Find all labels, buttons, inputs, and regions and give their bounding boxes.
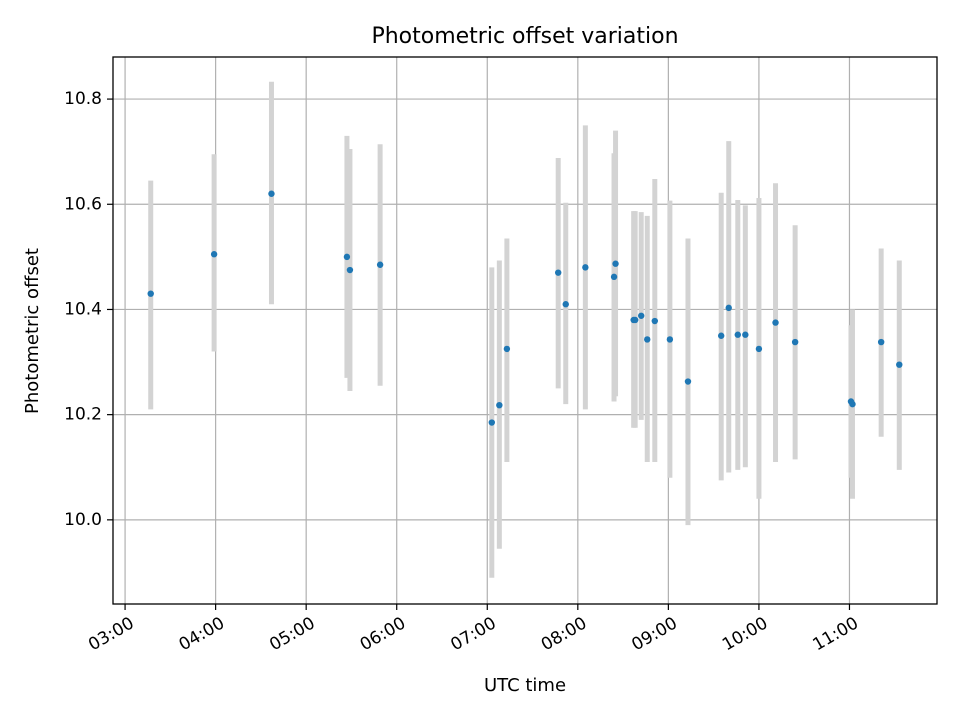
plot-frame: [112, 56, 938, 605]
tick-layer: 03:00 04:00 05:00 06:00 07:00 08:00 09:00 10:00…: [64, 89, 862, 655]
data-point: [638, 312, 645, 319]
data-point: [896, 361, 903, 368]
y-tick-label: 10.6: [64, 194, 102, 214]
x-tick-label: 11:00: [810, 613, 862, 655]
data-point: [877, 338, 885, 346]
data-point: [343, 253, 351, 261]
data-point: [210, 251, 218, 258]
x-tick-label: 07:00: [447, 613, 499, 655]
grid-layer: [113, 57, 937, 604]
data-point: [666, 336, 674, 343]
data-point: [503, 345, 511, 353]
chart-title: Photometric offset variation: [371, 24, 678, 49]
data-point: [346, 266, 354, 274]
y-tick-label: 10.2: [64, 405, 102, 425]
x-tick-label: 08:00: [538, 613, 590, 655]
data-point: [717, 332, 725, 339]
data-point: [562, 301, 569, 308]
data-point: [610, 273, 618, 281]
data-point: [631, 316, 639, 324]
errorbar-layer: [148, 81, 902, 578]
data-point: [725, 304, 732, 312]
data-point: [496, 401, 503, 409]
y-tick-label: 10.0: [64, 510, 102, 530]
x-tick-label: 03:00: [85, 613, 137, 655]
data-point: [376, 261, 384, 268]
y-tick-label: 10.8: [64, 89, 102, 109]
data-point: [488, 419, 495, 426]
data-point: [849, 400, 856, 408]
data-point: [612, 260, 619, 267]
x-tick-label: 06:00: [357, 613, 409, 655]
data-point: [644, 336, 651, 343]
point-layer: [147, 190, 903, 426]
data-point: [755, 345, 763, 353]
x-axis-label: UTC time: [484, 675, 566, 696]
x-tick-label: 10:00: [719, 613, 771, 655]
data-point: [742, 331, 749, 338]
x-tick-label: 05:00: [266, 613, 318, 655]
data-point: [651, 317, 658, 325]
data-point: [684, 378, 692, 385]
data-point: [555, 269, 562, 276]
data-point: [147, 290, 154, 297]
data-point: [772, 319, 779, 326]
data-point: [582, 264, 589, 271]
data-point: [734, 331, 741, 338]
data-point: [268, 190, 275, 197]
data-point: [791, 338, 799, 346]
x-tick-label: 09:00: [628, 613, 680, 655]
y-axis-label: Photometric offset: [22, 248, 43, 414]
x-tick-label: 04:00: [176, 613, 228, 655]
y-tick-label: 10.4: [64, 299, 102, 319]
